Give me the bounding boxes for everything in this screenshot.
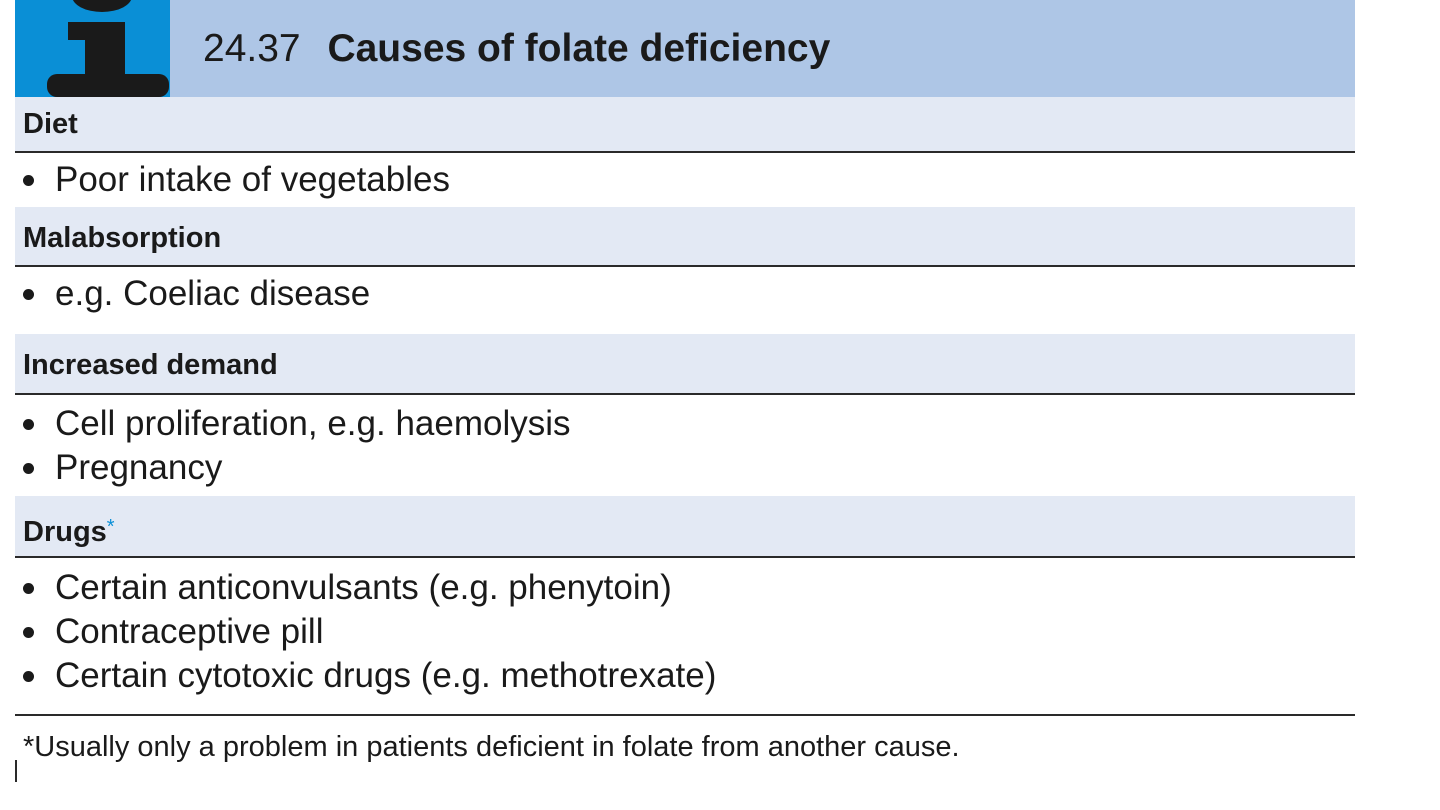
list-item: Poor intake of vegetables	[55, 160, 450, 199]
box-number: 24.37	[203, 27, 301, 70]
section-label-text: Drugs	[23, 516, 107, 548]
section-label: Diet	[23, 108, 78, 140]
section-label: Malabsorption	[23, 222, 222, 254]
bullet-icon	[23, 419, 34, 430]
section-label: Drugs*	[23, 510, 115, 549]
list-item: Contraceptive pill	[55, 612, 324, 651]
section-header-increased-demand: Increased demand	[15, 334, 1355, 395]
list-item: e.g. Coeliac disease	[55, 274, 371, 313]
bullet-icon	[23, 463, 34, 474]
section-header-malabsorption: Malabsorption	[15, 207, 1355, 267]
list-item: Pregnancy	[55, 448, 223, 487]
bullet-icon	[23, 583, 34, 594]
box-title-text: Causes of folate deficiency	[327, 27, 831, 70]
list-item: Certain cytotoxic drugs (e.g. methotrexa…	[55, 656, 717, 695]
footnote: *Usually only a problem in patients defi…	[23, 731, 960, 763]
info-box: 24.37 Causes of folate deficiency Diet P…	[15, 0, 1355, 810]
section-label: Increased demand	[23, 349, 278, 381]
bullet-icon	[23, 627, 34, 638]
bullet-icon	[23, 175, 34, 186]
box-title: 24.37 Causes of folate deficiency	[203, 26, 830, 72]
info-i-icon	[15, 0, 170, 97]
section-header-diet: Diet	[15, 97, 1355, 153]
section-header-drugs: Drugs*	[15, 496, 1355, 558]
list-item: Cell proliferation, e.g. haemolysis	[55, 404, 571, 443]
bullet-icon	[23, 289, 34, 300]
footer-divider	[15, 714, 1355, 716]
footnote-marker: *	[106, 516, 115, 538]
left-border	[15, 760, 17, 782]
bullet-icon	[23, 671, 34, 682]
list-item: Certain anticonvulsants (e.g. phenytoin)	[55, 568, 672, 607]
box-header: 24.37 Causes of folate deficiency	[15, 0, 1355, 97]
